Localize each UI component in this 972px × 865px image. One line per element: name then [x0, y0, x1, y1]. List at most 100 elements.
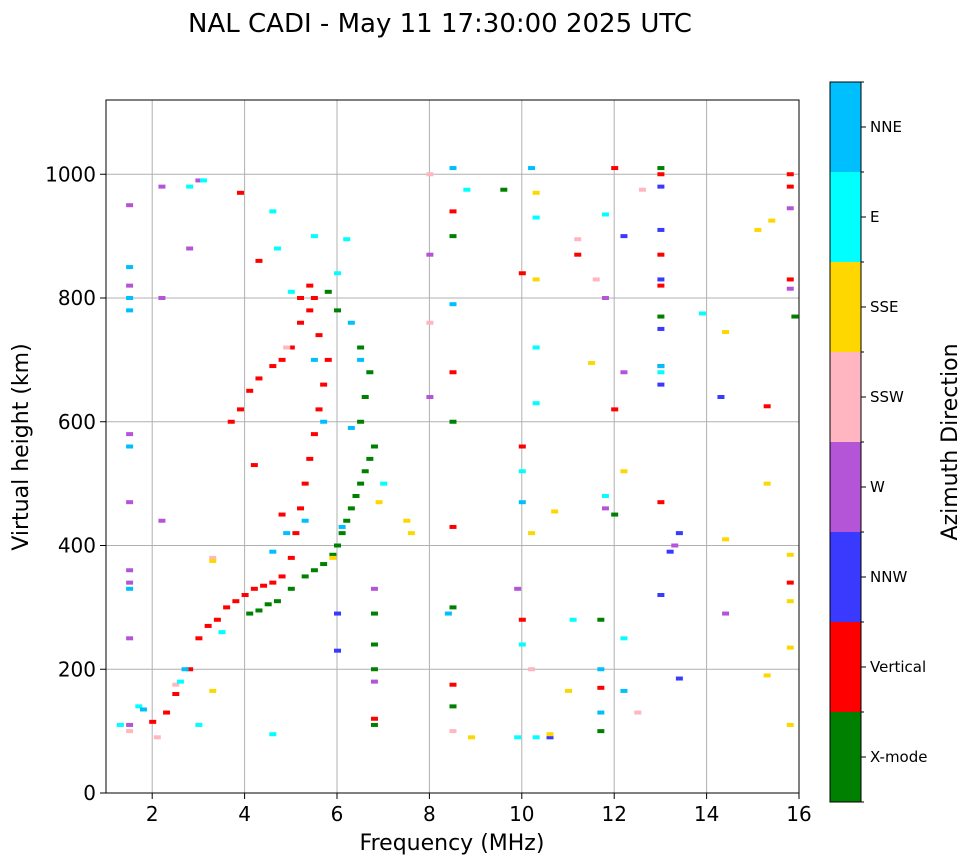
echo-mark-sse	[532, 277, 540, 282]
echo-mark-w	[186, 246, 194, 251]
echo-mark-e	[601, 494, 609, 498]
echo-mark-x-mode	[255, 608, 263, 613]
echo-mark-vertical	[657, 500, 665, 505]
echo-mark-e	[273, 246, 281, 251]
colorbar-segment	[830, 172, 861, 262]
echo-mark-e	[532, 735, 540, 740]
colorbar-label: Azimuth Direction	[938, 343, 963, 540]
echo-mark-vertical	[449, 682, 457, 687]
echo-mark-nne	[518, 500, 526, 505]
echo-mark-nnw	[546, 735, 554, 740]
echo-mark-vertical	[232, 599, 240, 604]
echo-mark-e	[343, 237, 351, 242]
colorbar-segment	[830, 82, 861, 172]
echo-mark-nnw	[657, 326, 665, 331]
echo-mark-x-mode	[287, 586, 295, 591]
echo-mark-w	[126, 432, 134, 437]
echo-mark-e	[269, 732, 277, 737]
echo-mark-e	[269, 209, 277, 214]
colorbar-tick-label: SSE	[870, 298, 899, 316]
echo-mark-vertical	[278, 574, 286, 579]
echo-mark-nne	[657, 364, 665, 369]
echo-mark-nne	[320, 419, 328, 424]
echo-mark-e	[195, 722, 203, 727]
echo-mark-e	[620, 636, 628, 641]
echo-mark-x-mode	[611, 512, 619, 517]
echo-mark-vertical	[324, 357, 332, 362]
echo-mark-w	[126, 568, 134, 573]
echo-mark-e	[176, 679, 184, 684]
colorbar-tick-label: NNE	[870, 118, 902, 136]
x-tick-label: 2	[146, 802, 159, 826]
echo-mark-vertical	[297, 506, 305, 511]
echo-mark-vertical	[315, 407, 323, 412]
colorbar-segment	[830, 262, 861, 352]
echo-mark-x-mode	[273, 599, 281, 604]
echo-mark-nne	[310, 357, 318, 362]
echo-mark-ssw	[449, 729, 457, 734]
echo-mark-vertical	[297, 320, 305, 325]
echo-mark-x-mode	[449, 419, 457, 424]
echo-mark-ssw	[574, 237, 582, 242]
echo-mark-sse	[786, 599, 794, 604]
echo-mark-w	[126, 722, 134, 727]
echo-mark-ssw	[172, 682, 180, 687]
echo-mark-sse	[551, 509, 559, 514]
echo-mark-vertical	[213, 617, 221, 622]
echo-mark-vertical	[172, 692, 180, 696]
echo-mark-ssw	[283, 345, 291, 350]
echo-mark-nne	[597, 667, 605, 672]
echo-mark-vertical	[255, 376, 263, 381]
echo-mark-e	[463, 187, 471, 192]
echo-mark-vertical	[278, 357, 286, 362]
colorbar-tick-label: E	[870, 208, 879, 226]
colorbar-segment	[830, 442, 861, 532]
y-axis-label: Virtual height (km)	[9, 343, 34, 550]
echo-mark-sse	[329, 555, 337, 560]
echo-mark-x-mode	[310, 568, 318, 573]
echo-mark-e	[186, 184, 194, 189]
echo-mark-vertical	[449, 209, 457, 214]
echo-mark-ssw	[592, 277, 600, 282]
echo-mark-vertical	[186, 667, 194, 672]
echo-mark-x-mode	[246, 611, 254, 616]
colorbar-segment	[830, 712, 861, 802]
echo-mark-nnw	[620, 234, 628, 239]
colorbar-segment	[830, 532, 861, 622]
echo-mark-vertical	[320, 382, 328, 387]
echo-mark-vertical	[597, 685, 605, 690]
echo-mark-x-mode	[361, 395, 369, 399]
echo-mark-nne	[126, 444, 134, 449]
echo-mark-vertical	[246, 388, 254, 393]
echo-mark-x-mode	[657, 314, 665, 319]
echo-mark-e	[287, 289, 295, 294]
echo-mark-vertical	[315, 333, 323, 338]
echo-mark-vertical	[370, 716, 378, 721]
y-tick-label: 1000	[45, 162, 96, 186]
echo-mark-e	[380, 481, 388, 486]
colorbar: X-mode Vertical NNW W SSW SSE E NNE	[830, 81, 927, 803]
echo-mark-nnw	[666, 549, 674, 554]
echo-mark-sse	[209, 688, 217, 693]
echo-mark-x-mode	[366, 456, 374, 461]
echo-mark-nnw	[675, 676, 683, 681]
echo-mark-nnw	[657, 277, 665, 282]
x-tick-label: 6	[331, 802, 344, 826]
echo-mark-vertical	[518, 444, 526, 449]
echo-mark-x-mode	[500, 187, 508, 192]
y-tick-label: 400	[58, 534, 96, 558]
echo-mark-sse	[768, 218, 776, 223]
x-tick-label: 4	[238, 802, 251, 826]
echo-mark-vertical	[287, 345, 295, 350]
echo-mark-nne	[126, 586, 134, 591]
echo-mark-sse	[763, 673, 771, 678]
echo-mark-x-mode	[597, 729, 605, 734]
echo-mark-nne	[347, 425, 355, 430]
echo-mark-vertical	[301, 481, 309, 486]
echo-mark-nne	[126, 265, 134, 270]
echo-mark-w	[786, 286, 794, 291]
echo-mark-vertical	[306, 456, 314, 461]
echo-mark-nnw	[657, 227, 665, 232]
echo-mark-nne	[449, 302, 457, 307]
